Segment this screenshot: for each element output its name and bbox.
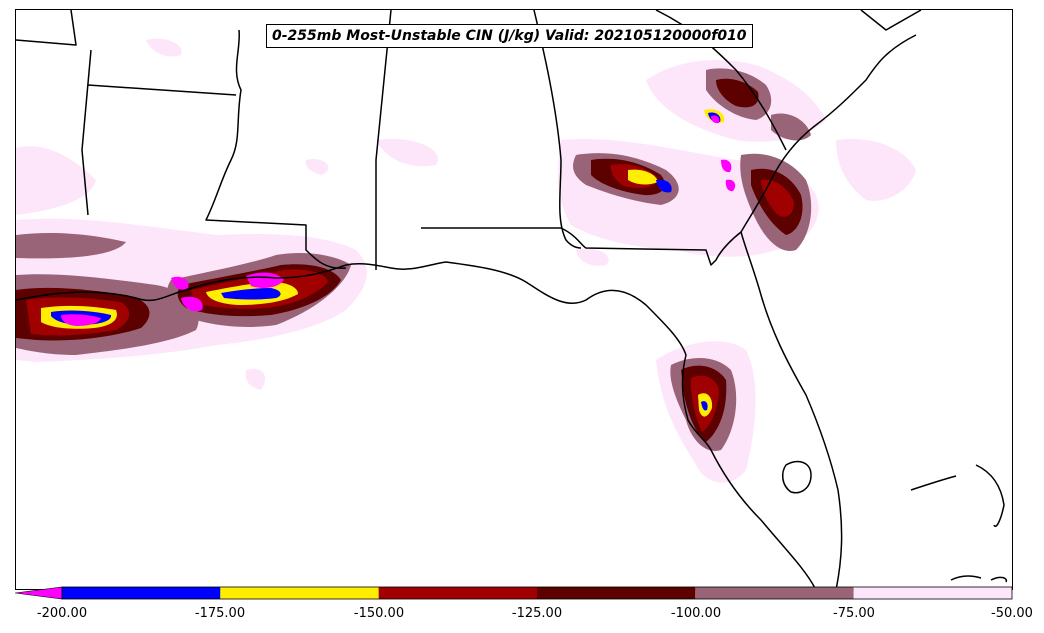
colorbar-bin <box>62 587 221 599</box>
map-panel: 0-255mb Most-Unstable CIN (J/kg) Valid: … <box>15 9 1013 590</box>
map-boundaries <box>16 10 1008 589</box>
colorbar-bin <box>220 587 379 599</box>
colorbar-outline <box>61 586 1013 600</box>
cin-shading-magenta <box>61 115 736 326</box>
tick-label: -200.00 <box>36 606 88 621</box>
tick-label: -100.00 <box>670 606 722 621</box>
colorbar-bin <box>853 587 1012 599</box>
colorbar-bin <box>695 587 854 599</box>
cin-shading-weak <box>16 38 916 483</box>
colorbar-bin <box>537 587 696 599</box>
tick-label: -175.00 <box>194 606 246 621</box>
map-canvas <box>16 10 1008 589</box>
tick-label: -75.00 <box>833 606 875 621</box>
colorbar-underflow <box>15 586 63 600</box>
colorbar-tick-labels: -200.00 -175.00 -150.00 -125.00 -100.00 … <box>0 606 1044 626</box>
tick-label: -150.00 <box>353 606 405 621</box>
tick-label: -125.00 <box>511 606 563 621</box>
colorbar-bins <box>62 587 1012 599</box>
colorbar <box>15 586 1013 600</box>
colorbar-bin <box>378 587 537 599</box>
tick-label: -50.00 <box>991 606 1033 621</box>
map-title: 0-255mb Most-Unstable CIN (J/kg) Valid: … <box>266 24 753 48</box>
